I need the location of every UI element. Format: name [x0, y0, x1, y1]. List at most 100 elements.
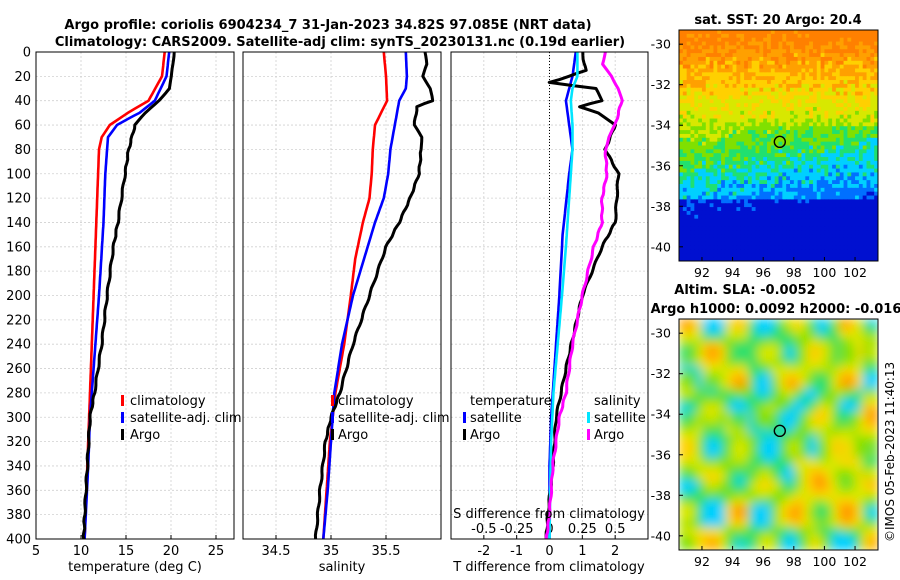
map-cell — [809, 114, 814, 120]
map-cell — [866, 361, 871, 366]
map-cell — [721, 49, 726, 54]
map-cell — [763, 207, 768, 212]
map-cell — [736, 110, 741, 116]
map-cell — [786, 319, 791, 324]
map-cell — [809, 110, 814, 116]
map-cell — [862, 145, 868, 150]
map-cell — [774, 103, 780, 108]
map-cell — [770, 137, 776, 143]
map-cell — [809, 137, 814, 143]
map-cell — [820, 157, 826, 162]
map-cell — [682, 342, 688, 347]
map-cell — [713, 33, 718, 39]
map-cell — [839, 357, 845, 362]
map-cell — [732, 407, 738, 412]
map-cell — [698, 237, 703, 243]
map-cell — [843, 203, 848, 208]
map-cell — [721, 191, 726, 197]
map-cell — [694, 83, 699, 89]
map-cell — [870, 380, 875, 386]
map-cell — [774, 95, 780, 100]
map-cell — [847, 419, 852, 424]
map-cell — [786, 419, 791, 424]
map-cell — [835, 257, 841, 261]
map-cell — [801, 210, 806, 216]
map-cell — [789, 56, 795, 62]
map-cell — [835, 103, 841, 108]
map-cell — [797, 345, 803, 351]
map-cell — [763, 99, 768, 104]
map-cell — [839, 80, 845, 85]
map-cell — [759, 399, 764, 405]
map-cell — [843, 342, 848, 347]
map-cell — [828, 372, 833, 378]
map-cell — [774, 76, 780, 81]
map-cell — [805, 41, 810, 46]
map-cell — [874, 396, 878, 401]
map-cell — [713, 160, 718, 166]
map-cell — [824, 403, 829, 409]
map-cell — [839, 95, 845, 100]
map-cell — [855, 191, 860, 197]
map-cell — [767, 326, 772, 332]
map-cell — [812, 145, 818, 150]
map-cell — [767, 241, 772, 247]
map-cell — [835, 49, 841, 54]
map-cell — [870, 160, 875, 166]
map-cell — [866, 149, 871, 154]
map-cell — [874, 241, 878, 247]
map-cell — [759, 210, 764, 216]
legend-temperature-title: temperature — [470, 394, 552, 409]
map-cell — [789, 191, 795, 197]
map-cell — [797, 369, 803, 374]
map-cell — [694, 72, 699, 77]
map-cell — [874, 319, 878, 324]
map-cell — [759, 133, 764, 139]
map-cell — [682, 319, 688, 324]
map-cell — [694, 53, 699, 58]
map-cell — [751, 334, 757, 339]
map-cell — [847, 245, 852, 251]
map-cell — [812, 322, 818, 328]
map-cell — [782, 241, 787, 247]
map-cell — [747, 253, 753, 258]
map-cell — [736, 91, 741, 97]
map-cell — [698, 103, 703, 108]
map-cell — [816, 110, 822, 116]
map-cell — [682, 411, 688, 416]
map-cell — [740, 130, 745, 135]
map-cell — [824, 99, 829, 104]
map-cell — [812, 83, 818, 89]
map-cell — [824, 33, 829, 39]
map-cell — [839, 415, 845, 420]
map-cell — [828, 249, 833, 254]
map-cell — [832, 72, 837, 77]
map-cell — [874, 99, 878, 104]
map-cell — [705, 195, 711, 200]
map-cell — [759, 184, 764, 189]
map-cell — [828, 210, 833, 216]
map-cell — [862, 357, 868, 362]
map-cell — [866, 91, 871, 97]
map-cell — [717, 376, 722, 382]
map-cell — [767, 330, 772, 335]
map-cell — [789, 426, 795, 432]
map-cell — [713, 103, 718, 108]
map-cell — [759, 426, 764, 432]
map-cell — [866, 241, 871, 247]
map-cell — [778, 91, 783, 97]
map-cell — [793, 176, 799, 181]
map-cell — [793, 210, 799, 216]
map-cell — [705, 361, 711, 366]
map-cell — [855, 160, 860, 166]
map-cell — [874, 245, 878, 251]
map-cell — [797, 184, 803, 189]
map-cell — [767, 349, 772, 355]
map-cell — [812, 403, 818, 409]
map-cell — [793, 157, 799, 162]
map-cell — [717, 122, 722, 127]
map-cell — [778, 415, 783, 420]
map-cell — [736, 210, 741, 216]
map-cell — [744, 184, 749, 189]
map-cell — [755, 191, 760, 197]
